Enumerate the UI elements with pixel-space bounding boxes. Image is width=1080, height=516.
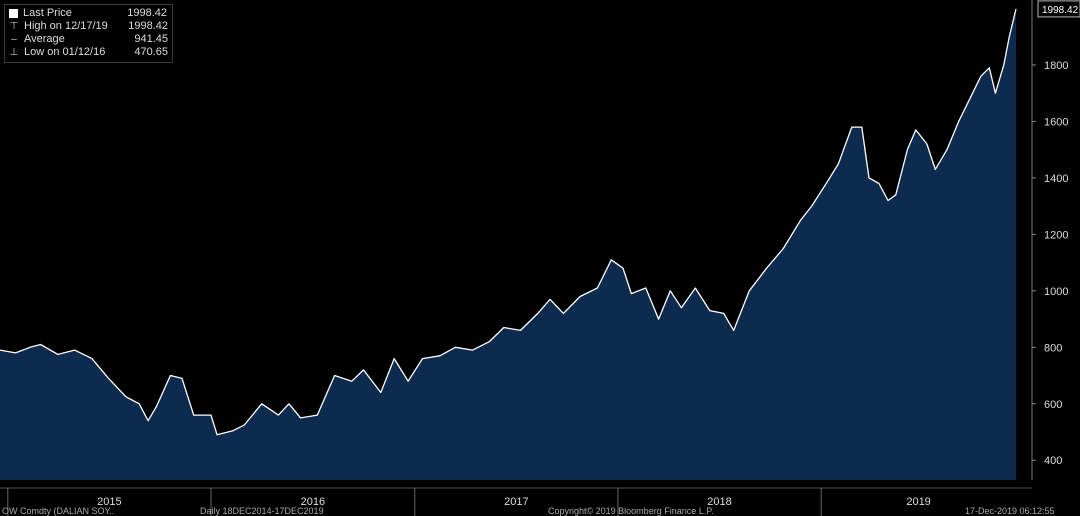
last-value-box (1037, 0, 1080, 18)
legend: Last Price 1998.42 ⊤ High on 12/17/19 19… (4, 4, 173, 63)
legend-value: 941.45 (134, 33, 168, 45)
y-tick-label: 1000 (1044, 286, 1068, 298)
price-line (0, 8, 1017, 436)
x-tick-label: 2015 (97, 496, 121, 508)
legend-value: 1998.42 (128, 20, 168, 32)
legend-item-high: ⊤ High on 12/17/19 1998.42 (9, 20, 168, 33)
average-marker-icon: – (11, 33, 17, 45)
high-marker-icon: ⊤ (9, 20, 19, 32)
plot-area (0, 8, 1017, 481)
footer-copyright: Copyright© 2019 Bloomberg Finance L.P. (548, 506, 714, 516)
y-tick-label: 1400 (1044, 173, 1068, 185)
x-tick-label: 2017 (504, 496, 528, 508)
legend-value: 470.65 (134, 46, 168, 58)
square-icon (9, 9, 18, 18)
footer-range: Daily 18DEC2014-17DEC2019 (200, 506, 324, 516)
y-tick-label: 1600 (1044, 116, 1068, 128)
low-marker-icon: ⊥ (9, 46, 19, 58)
footer-timestamp: 17-Dec-2019 06:12:55 (965, 506, 1055, 516)
legend-item-last-price: Last Price 1998.42 (9, 7, 168, 20)
x-tick-label: 2016 (301, 496, 325, 508)
x-axis: 2015 2016 2017 2018 2019 (0, 487, 1032, 516)
y-tick-label: 1200 (1044, 229, 1068, 241)
x-tick-label: 2019 (906, 496, 930, 508)
legend-value: 1998.42 (127, 7, 167, 19)
last-value-label: 1998.42 (1042, 5, 1079, 16)
legend-item-average: – Average 941.45 (9, 33, 168, 46)
legend-label: Low on 01/12/16 (24, 46, 106, 58)
y-tick-label: 1800 (1044, 60, 1068, 72)
legend-label: High on 12/17/19 (24, 20, 108, 32)
y-axis: 400 600 800 1000 1200 1400 1600 1800 1998.42 (1031, 0, 1080, 480)
legend-label: Average (24, 33, 65, 45)
price-area (0, 8, 1016, 481)
y-tick-label: 800 (1044, 342, 1062, 354)
legend-item-low: ⊥ Low on 01/12/16 470.65 (9, 46, 168, 59)
footer-security: OW Comdty (DALIAN SOY.. (2, 506, 115, 516)
y-tick-label: 600 (1044, 399, 1062, 411)
legend-label: Last Price (23, 7, 72, 19)
y-tick-label: 400 (1044, 455, 1062, 467)
x-tick-label: 2018 (707, 496, 731, 508)
